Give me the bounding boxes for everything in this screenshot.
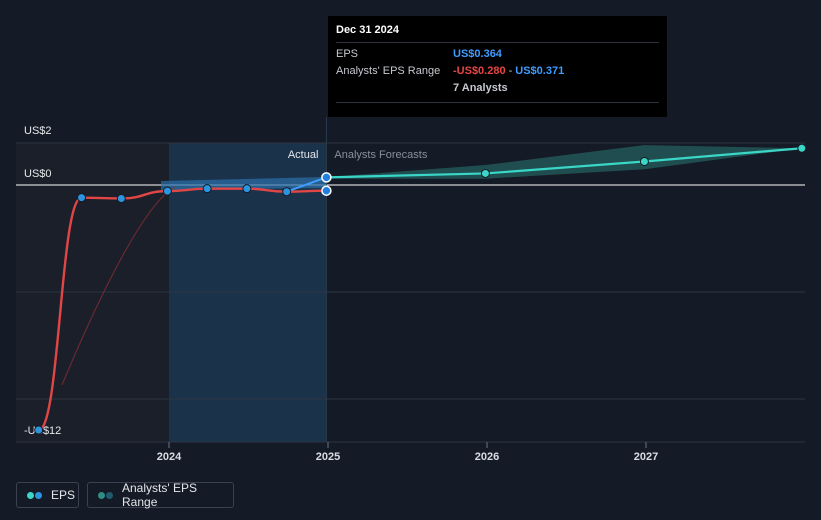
legend-range-label: Analysts' EPS Range [122, 481, 197, 509]
legend-range-button[interactable]: Analysts' EPS Range [87, 481, 234, 509]
tooltip-range-sep: - [508, 65, 513, 77]
tooltip-eps-row: EPS US$0.364 [336, 43, 659, 60]
tooltip-eps-label: EPS [336, 48, 359, 60]
tooltip-range-high: US$0.371 [515, 65, 565, 77]
tooltip-divider [336, 102, 659, 103]
y-tick-label-0: US$2 [24, 125, 52, 137]
tooltip-range-low: -US$0.280 [453, 65, 506, 77]
x-tick-label-2027: 2027 [634, 451, 658, 463]
eps-actual-point-2 [116, 193, 126, 203]
hover-point-eps [321, 172, 332, 183]
eps-actual-point-0 [34, 425, 44, 435]
analyst-range-band [326, 145, 802, 179]
tooltip-range-row: Analysts' EPS Range -US$0.280 - US$0.371 [336, 60, 659, 77]
eps-forecast-point-1 [480, 168, 490, 178]
actual-region-label: Actual [288, 149, 319, 161]
eps-connector-line [286, 176, 327, 193]
hover-point-actual [321, 185, 332, 196]
forecast-region-label: Analysts Forecasts [334, 149, 427, 161]
past-range-band [161, 177, 327, 190]
eps-forecast-point-2 [639, 156, 649, 166]
x-tick-label-2026: 2026 [475, 451, 499, 463]
tooltip-date: Dec 31 2024 [336, 24, 659, 43]
legend-eps-button[interactable]: EPS [16, 482, 79, 508]
legend-eps-label: EPS [51, 488, 76, 502]
y-tick-label-1: US$0 [24, 168, 52, 180]
tooltip-eps-value: US$0.364 [453, 48, 502, 60]
tooltip-analysts-count: 7 Analysts [453, 82, 508, 94]
x-tick-label-2024: 2024 [157, 451, 182, 463]
x-tick-label-2025: 2025 [316, 451, 340, 463]
eps-actual-point-5 [242, 184, 252, 194]
eps-forecast-line [326, 147, 802, 179]
tooltip-analysts-row: 7 Analysts [336, 77, 659, 94]
eps-actual-point-1 [77, 193, 87, 203]
tooltip: Dec 31 2024 EPS US$0.364 Analysts' EPS R… [328, 16, 667, 117]
tooltip-range-label: Analysts' EPS Range [336, 65, 441, 77]
eps-actual-point-6 [282, 187, 292, 197]
eps-actual-point-3 [162, 186, 172, 196]
eps-legend-icon [27, 491, 43, 499]
eps-actual-point-4 [202, 184, 212, 194]
range-legend-icon [98, 491, 114, 499]
eps-forecast-point-3 [797, 143, 807, 153]
